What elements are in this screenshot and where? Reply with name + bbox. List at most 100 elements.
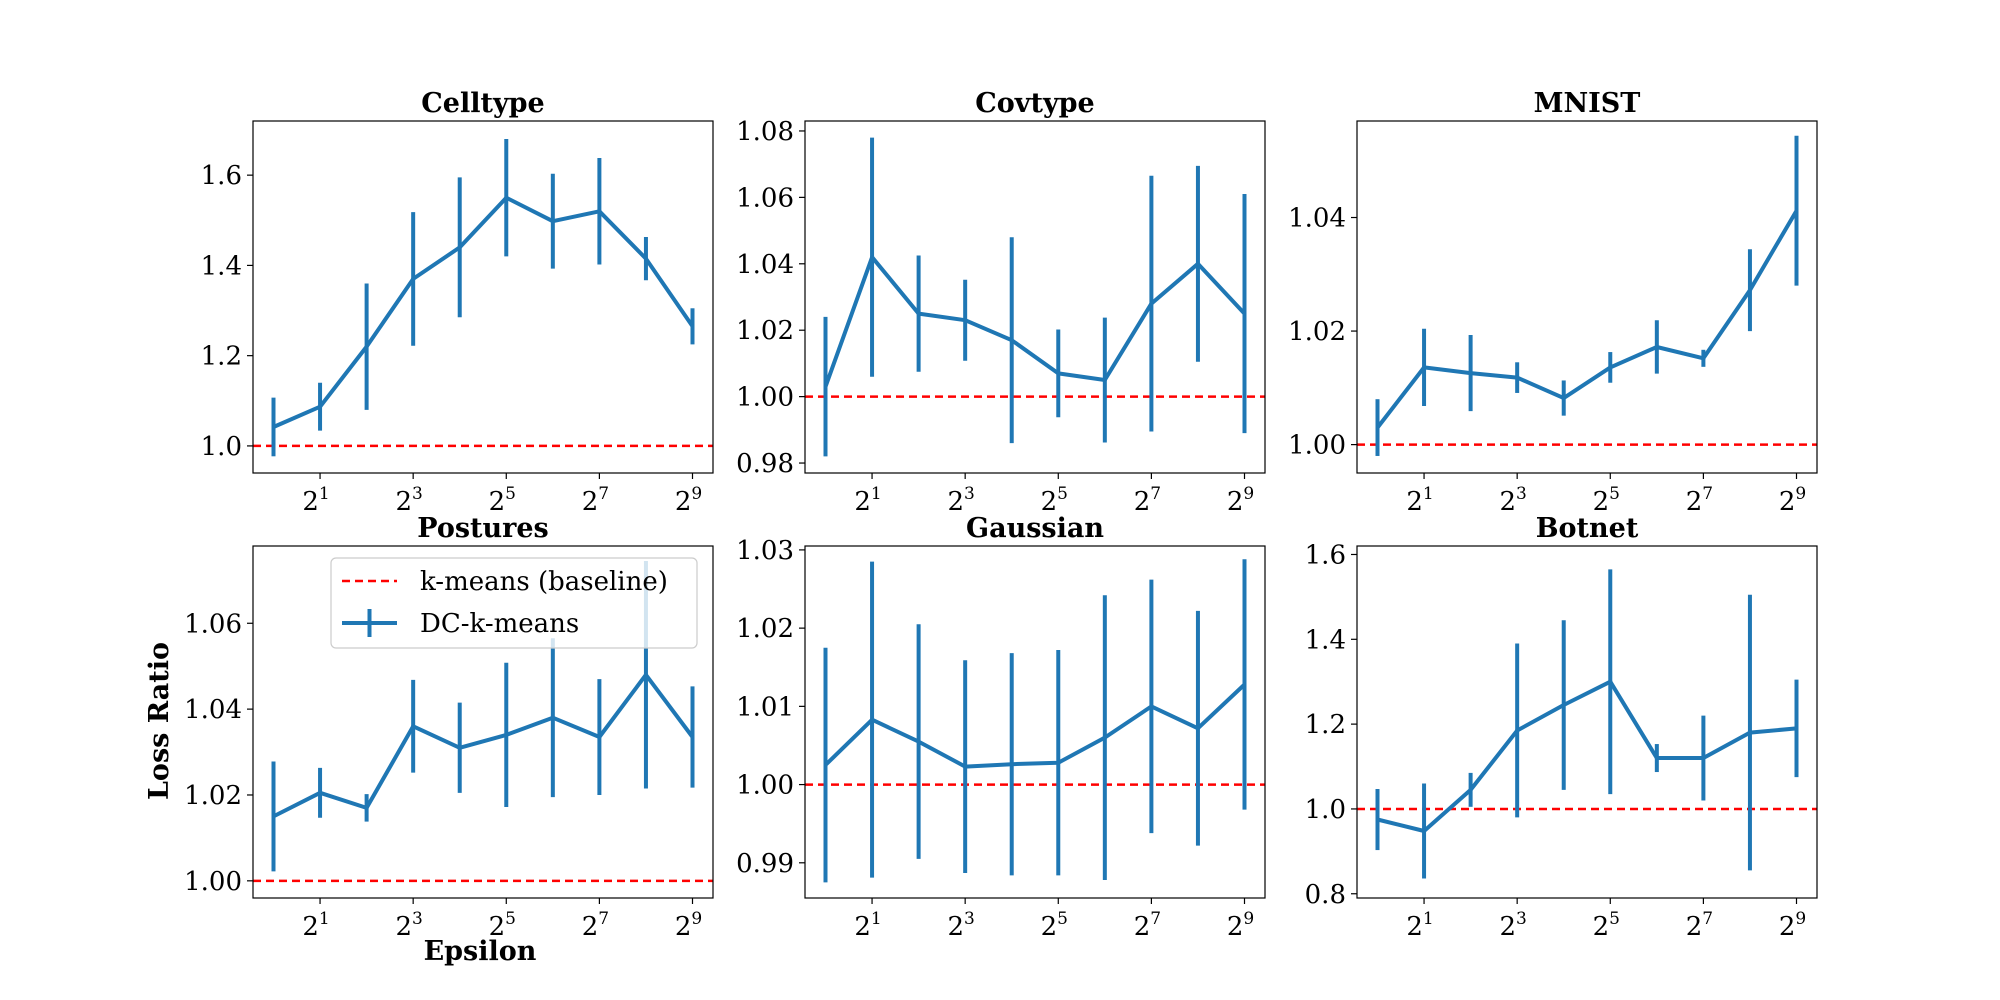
y-tick-label: 1.2 [201, 342, 242, 372]
x-tick-label: 27 [582, 909, 609, 942]
data-point [1561, 703, 1566, 708]
x-tick-label: 23 [1499, 484, 1526, 517]
data-point [870, 255, 875, 260]
data-point [550, 715, 555, 720]
x-tick-label: 29 [675, 484, 702, 517]
data-point [1608, 679, 1613, 684]
data-point [870, 717, 875, 722]
x-tick-label: 25 [1593, 909, 1620, 942]
data-point [318, 790, 323, 795]
x-tick-label: 25 [489, 909, 516, 942]
data-point [1242, 682, 1247, 687]
data-point [1468, 371, 1473, 376]
y-tick-label: 1.00 [1288, 431, 1346, 461]
data-point [1794, 726, 1799, 731]
y-tick-label: 1.00 [736, 383, 794, 413]
data-point [963, 318, 968, 323]
data-point [271, 814, 276, 819]
data-point [1102, 735, 1107, 740]
y-tick-label: 1.04 [184, 695, 242, 725]
data-point [1056, 760, 1061, 765]
data-point [643, 672, 648, 677]
panel-title-mnist: MNIST [1534, 88, 1641, 119]
data-point [364, 805, 369, 810]
data-point [1794, 208, 1799, 213]
series-line [1375, 209, 1799, 429]
x-tick-label: 29 [1227, 909, 1254, 942]
y-tick-label: 1.04 [736, 250, 794, 280]
data-point [1422, 828, 1427, 833]
y-tick-label: 0.99 [736, 849, 794, 879]
panel-frame [252, 120, 714, 474]
y-tick-label: 1.2 [1305, 710, 1346, 740]
y-tick-label: 1.06 [184, 609, 242, 639]
series-line [272, 195, 695, 429]
data-point [690, 324, 695, 329]
data-point [318, 404, 323, 409]
y-tick-label: 1.6 [201, 161, 242, 191]
panel-title-celltype: Celltype [421, 88, 544, 119]
x-tick-label: 27 [1134, 909, 1161, 942]
data-point [1195, 726, 1200, 731]
data-point [823, 763, 828, 768]
y-tick-label: 0.8 [1305, 880, 1346, 910]
x-tick-label: 21 [854, 909, 881, 942]
panel-title-covtype: Covtype [975, 88, 1094, 119]
x-tick-label: 23 [947, 909, 974, 942]
panel-title-postures: Postures [417, 513, 549, 544]
data-point [271, 424, 276, 429]
data-point [1242, 311, 1247, 316]
data-point [1149, 301, 1154, 306]
data-point [823, 384, 828, 389]
data-point [1422, 365, 1427, 370]
data-point [457, 745, 462, 750]
y-tick-label: 1.00 [736, 771, 794, 801]
data-point [1375, 817, 1380, 822]
data-point [1608, 365, 1613, 370]
data-point [1701, 756, 1706, 761]
y-tick-label: 1.02 [736, 614, 794, 644]
x-axis-label: Epsilon [424, 936, 537, 967]
data-point [916, 311, 921, 316]
data-point [1654, 344, 1659, 349]
y-tick-label: 1.02 [1288, 317, 1346, 347]
data-point [1654, 756, 1659, 761]
x-tick-label: 21 [1406, 484, 1433, 517]
data-point [1561, 396, 1566, 401]
panel-title-gaussian: Gaussian [966, 513, 1104, 544]
panel-gaussian: Gaussian 0.99 1.00 1.01 1.02 1.03 21 23 25 27 29 [736, 513, 1266, 942]
x-tick-label: 21 [854, 484, 881, 517]
data-point [1009, 338, 1014, 343]
y-tick-label: 1.08 [736, 117, 794, 147]
panel-frame [804, 545, 1266, 899]
x-tick-label: 29 [1779, 484, 1806, 517]
x-tick-label: 29 [1779, 909, 1806, 942]
data-point [1515, 728, 1520, 733]
x-tick-label: 27 [1134, 484, 1161, 517]
x-tick-label: 29 [1227, 484, 1254, 517]
data-point [963, 764, 968, 769]
data-point [916, 739, 921, 744]
y-tick-label: 1.0 [1305, 795, 1346, 825]
data-point [1056, 371, 1061, 376]
legend-baseline-label: k-means (baseline) [420, 567, 668, 597]
data-point [411, 276, 416, 281]
data-point [504, 732, 509, 737]
data-point [690, 735, 695, 740]
x-tick-label: 25 [1041, 909, 1068, 942]
data-point [1102, 378, 1107, 383]
data-point [643, 256, 648, 261]
x-tick-label: 21 [1406, 909, 1433, 942]
y-tick-label: 1.06 [736, 183, 794, 213]
panel-frame [1356, 120, 1818, 474]
series-line [272, 672, 695, 819]
data-point [1701, 356, 1706, 361]
data-point [1747, 288, 1752, 293]
panel-frame [252, 545, 714, 899]
data-point [457, 245, 462, 250]
data-point [411, 724, 416, 729]
y-tick-label: 0.98 [736, 449, 794, 479]
panel-title-botnet: Botnet [1536, 513, 1639, 544]
y-tick-label: 1.01 [736, 692, 794, 722]
y-tick-label: 1.03 [736, 536, 794, 566]
